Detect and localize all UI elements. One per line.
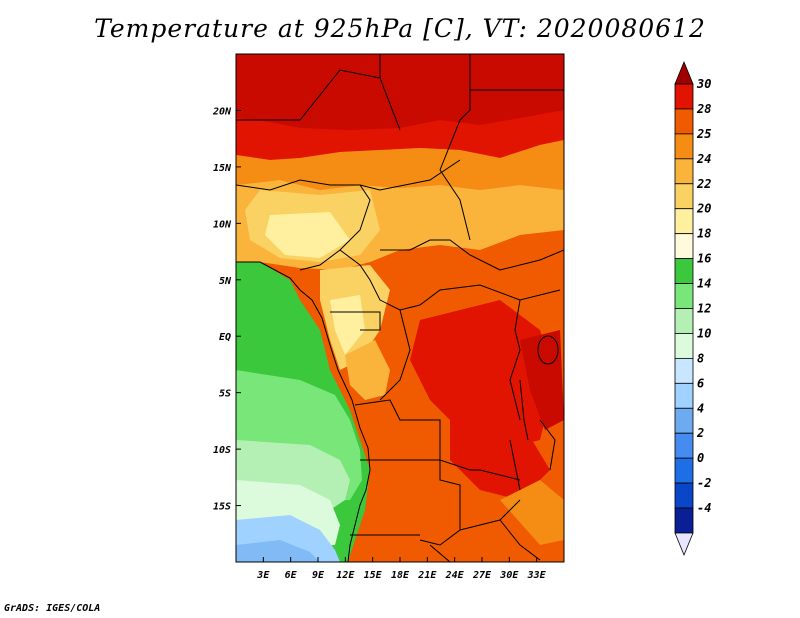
x-tick-label: 12E	[336, 570, 355, 581]
colorbar-label: 10	[697, 326, 711, 340]
colorbar-label: -4	[697, 501, 711, 515]
colorbar-swatch	[674, 357, 694, 384]
x-tick-label: 24E	[445, 570, 465, 581]
x-tick-label: 3E	[256, 570, 270, 581]
y-tick-label: 20N	[212, 106, 232, 117]
y-tick-label: 5S	[219, 389, 231, 400]
x-tick-label: 21E	[417, 570, 437, 581]
colorbar-swatch	[674, 233, 694, 260]
colorbar-label: -2	[697, 476, 711, 490]
colorbar-label: 2	[696, 426, 704, 440]
colorbar-label: 25	[696, 127, 711, 141]
chart-title: Temperature at 925hPa [C], VT: 202008061…	[94, 14, 706, 43]
colorbar-swatch	[674, 482, 694, 509]
colorbar-swatch	[674, 308, 694, 334]
colorbar-swatch	[674, 283, 694, 309]
colorbar-swatch	[674, 382, 694, 409]
colorbar-swatch	[674, 258, 694, 284]
colorbar-swatch	[674, 333, 694, 359]
x-tick-label: 6E	[285, 570, 298, 581]
x-tick-label: 27E	[472, 570, 492, 581]
colorbar-label: 0	[697, 451, 704, 465]
colorbar-top-triangle	[674, 60, 694, 85]
colorbar-label: 30	[696, 77, 711, 91]
colorbar-label: 14	[697, 277, 711, 291]
colorbar-swatch	[674, 83, 694, 110]
y-tick-label: 10N	[213, 219, 232, 230]
colorbar-label: 20	[696, 202, 711, 216]
y-tick-label: 15N	[213, 163, 232, 174]
x-axis: 3E 6E 9E 12E 15E 18E 21E 24E 27E 30E 33E	[256, 557, 547, 581]
colorbar-label: 16	[697, 252, 711, 266]
x-tick-label: 15E	[364, 570, 383, 581]
colorbar-label: 24	[696, 152, 711, 166]
colorbar-bottom-triangle	[674, 532, 694, 557]
x-tick-label: 30E	[499, 570, 519, 581]
colorbar-label: 4	[697, 401, 704, 415]
y-tick-label: 5N	[219, 276, 232, 287]
y-tick-label: 10S	[213, 445, 231, 456]
y-tick-label: 15S	[213, 502, 231, 513]
colorbar-label: 22	[696, 177, 711, 191]
colorbar-label: 6	[697, 376, 704, 390]
colorbar-label: 28	[696, 102, 711, 116]
x-tick-label: 18E	[391, 570, 410, 581]
y-axis: 20N 15N 10N 5N EQ 5S 10S 15S	[212, 106, 241, 513]
coastline	[236, 261, 371, 563]
lakes	[509, 335, 559, 491]
country-borders	[236, 54, 564, 562]
colorbar-swatch	[674, 183, 694, 210]
colorbar-swatch	[674, 507, 694, 534]
colorbar-swatch	[674, 108, 694, 135]
x-tick-label: 33E	[527, 570, 547, 581]
colorbar-swatch	[674, 457, 694, 484]
x-tick-label: 9E	[312, 570, 325, 581]
colorbar-label: 12	[697, 302, 711, 316]
colorbar-label: 8	[697, 351, 704, 365]
colorbar-swatch	[674, 407, 694, 434]
colorbar-swatch	[674, 133, 694, 160]
colorbar-label: 18	[697, 227, 711, 241]
grads-credit: GrADS: IGES/COLA	[4, 603, 101, 614]
y-tick-label: EQ	[219, 332, 231, 343]
colorbar-swatch	[674, 158, 694, 185]
colorbar-swatch	[674, 432, 694, 459]
colorbar-swatch	[674, 208, 694, 235]
temperature-field	[236, 54, 564, 562]
